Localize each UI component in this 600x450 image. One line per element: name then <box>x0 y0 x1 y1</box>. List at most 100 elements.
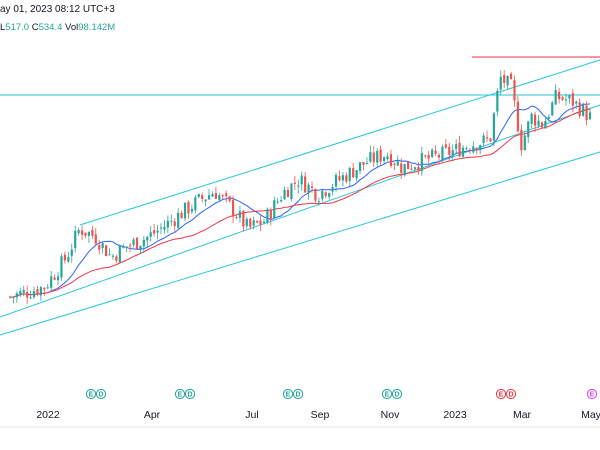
candle <box>352 162 355 178</box>
candle-body <box>142 240 145 247</box>
candle <box>135 237 139 250</box>
candle <box>245 216 248 229</box>
candle-body <box>379 149 382 162</box>
candle-body <box>194 197 197 211</box>
candle-body <box>382 157 386 161</box>
candle <box>156 225 159 240</box>
event-badge[interactable]: E <box>586 388 598 400</box>
candle-body <box>122 246 125 248</box>
candle <box>348 166 351 187</box>
candle-body <box>104 245 108 257</box>
candle <box>386 152 389 161</box>
candle <box>341 172 344 187</box>
candle <box>451 144 454 162</box>
earnings-icon[interactable] <box>495 388 507 400</box>
x-tick-label: Mar <box>513 409 532 421</box>
candle <box>571 88 574 113</box>
candle <box>77 227 80 236</box>
candle-body <box>424 155 427 157</box>
candle <box>115 254 118 263</box>
candle-body <box>551 102 554 116</box>
candle-body <box>87 231 91 236</box>
candle-body <box>252 220 255 226</box>
candle <box>527 120 530 143</box>
candle <box>407 161 410 170</box>
earnings-icon[interactable] <box>174 388 186 400</box>
candle-body <box>345 175 348 182</box>
candle <box>183 202 187 222</box>
candle-body <box>479 145 482 151</box>
earnings-icon[interactable] <box>381 388 393 400</box>
candle <box>252 216 255 230</box>
earnings-icon[interactable] <box>85 388 97 400</box>
channel-lines <box>0 56 600 336</box>
candle <box>8 295 12 299</box>
earnings-icon[interactable] <box>586 388 598 400</box>
candle <box>496 88 499 117</box>
close-value: 534.4 <box>38 22 63 33</box>
candle-body <box>417 167 420 171</box>
candle-body <box>159 227 163 229</box>
candle-body <box>437 154 441 158</box>
dividend-icon[interactable] <box>292 388 304 400</box>
candle <box>149 225 152 242</box>
candle <box>482 132 485 147</box>
volume-label: Vol <box>65 22 79 33</box>
candle-body <box>269 209 272 219</box>
candle <box>204 199 207 207</box>
dividend-icon[interactable] <box>391 388 403 400</box>
candle <box>365 157 369 165</box>
candle-body <box>286 190 290 198</box>
candle <box>159 223 163 235</box>
ma-fast-line <box>9 103 591 298</box>
candle <box>29 290 32 300</box>
candle-body <box>317 201 320 203</box>
candle <box>118 244 121 263</box>
candle <box>84 232 87 239</box>
dividend-icon[interactable] <box>184 388 196 400</box>
candle-body <box>393 163 396 165</box>
candle-body <box>153 230 156 234</box>
candle <box>561 95 564 102</box>
candle <box>132 237 135 248</box>
candle <box>444 139 447 150</box>
candle <box>345 172 348 184</box>
candle-body <box>118 245 121 263</box>
earnings-icon[interactable] <box>282 388 294 400</box>
x-tick-label: 2022 <box>36 409 60 421</box>
candle-body <box>177 213 180 228</box>
candle-body <box>125 246 128 248</box>
candle <box>523 130 526 151</box>
badge-letter: E <box>385 392 390 399</box>
timestamp-label: ay 01, 2023 08:12 UTC+3 <box>0 4 115 15</box>
candle <box>465 146 468 151</box>
candle-body <box>585 105 588 121</box>
badge-letter: E <box>286 392 291 399</box>
candle <box>53 274 56 281</box>
candle-body <box>547 116 550 119</box>
candle-body <box>63 254 67 261</box>
candle <box>70 243 73 263</box>
candle-body <box>173 221 176 227</box>
candle-body <box>163 226 166 230</box>
candle <box>314 188 317 203</box>
candle-body <box>506 76 509 86</box>
candle <box>187 200 190 219</box>
dividend-icon[interactable] <box>505 388 517 400</box>
dividend-icon[interactable] <box>95 388 107 400</box>
candle-body <box>84 232 87 236</box>
candle-body <box>575 101 578 104</box>
candle <box>19 287 22 297</box>
candle <box>458 135 461 158</box>
candle-body <box>201 195 204 199</box>
candle <box>544 116 547 129</box>
candle <box>32 286 36 300</box>
candle <box>262 218 266 224</box>
